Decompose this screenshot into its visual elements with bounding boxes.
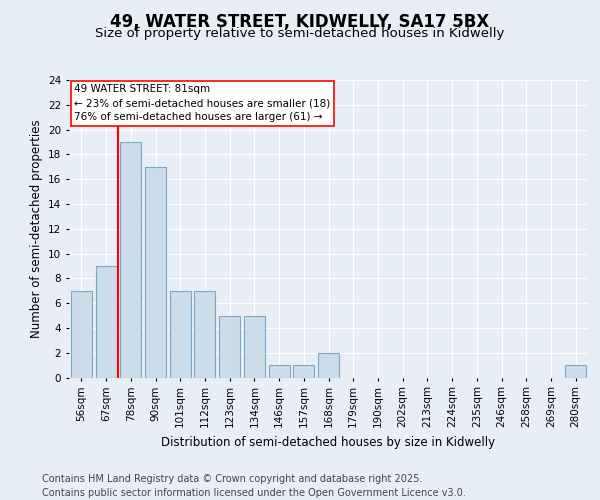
Bar [269, 365, 290, 378]
Bar [194, 290, 215, 378]
Bar [565, 365, 586, 378]
Bar [95, 266, 116, 378]
Y-axis label: Number of semi-detached properties: Number of semi-detached properties [29, 120, 43, 338]
Text: 49 WATER STREET: 81sqm
← 23% of semi-detached houses are smaller (18)
76% of sem: 49 WATER STREET: 81sqm ← 23% of semi-det… [74, 84, 331, 122]
Text: Size of property relative to semi-detached houses in Kidwelly: Size of property relative to semi-detach… [95, 28, 505, 40]
Bar [244, 316, 265, 378]
Bar [293, 365, 314, 378]
Bar [145, 167, 166, 378]
Text: 49, WATER STREET, KIDWELLY, SA17 5BX: 49, WATER STREET, KIDWELLY, SA17 5BX [110, 12, 490, 30]
Bar [170, 290, 191, 378]
Bar [219, 316, 240, 378]
Bar [120, 142, 141, 378]
Bar [318, 352, 339, 378]
X-axis label: Distribution of semi-detached houses by size in Kidwelly: Distribution of semi-detached houses by … [161, 436, 496, 448]
Bar [71, 290, 92, 378]
Text: Contains HM Land Registry data © Crown copyright and database right 2025.
Contai: Contains HM Land Registry data © Crown c… [42, 474, 466, 498]
